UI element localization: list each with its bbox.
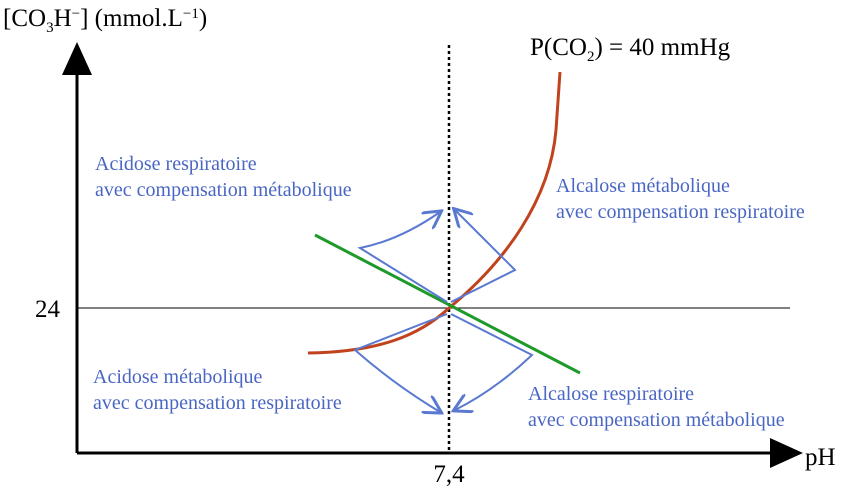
- buffer-line: [314, 233, 581, 375]
- x-tick-label: 7,4: [433, 461, 465, 488]
- region-label: Acidose métabolique avec compensation res…: [93, 366, 342, 414]
- x-axis-label: pH: [805, 444, 836, 471]
- y-axis-label: [CO3H−] (mmol.L−1): [3, 5, 207, 36]
- arrow: [353, 313, 448, 412]
- arrow: [451, 313, 534, 410]
- region-label: Acidose respiratoire avec compensation mé…: [95, 153, 352, 201]
- arrow: [450, 210, 517, 303]
- isobar-curve: [307, 71, 562, 355]
- region-label: Alcalose respiratoire avec compensation m…: [528, 383, 785, 431]
- arrow: [357, 212, 448, 303]
- y-tick-label: 24: [35, 296, 61, 323]
- isobar-label: P(CO2) = 40 mmHg: [530, 34, 731, 65]
- region-label: Alcalose métabolique avec compensation re…: [556, 175, 805, 223]
